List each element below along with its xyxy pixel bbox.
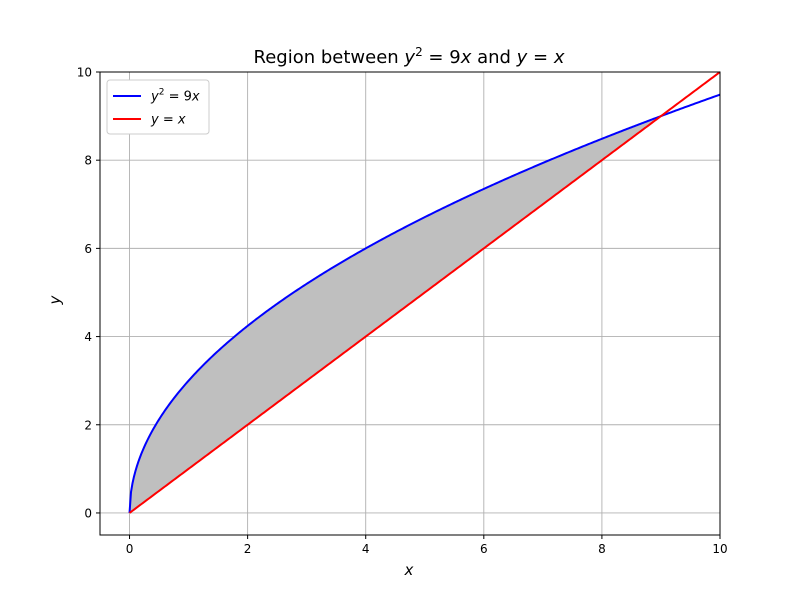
x-tick-label: 10	[712, 542, 727, 556]
legend: y2 = 9x y = x	[106, 79, 210, 135]
legend-label-parabola: y2 = 9x	[150, 88, 200, 105]
x-axis-label: x	[404, 561, 414, 579]
y-tick-label: 0	[84, 506, 92, 520]
x-tick-label: 4	[362, 542, 370, 556]
y-tick-label: 4	[84, 330, 92, 344]
x-tick-label: 8	[598, 542, 606, 556]
y-tick-label: 8	[84, 154, 92, 168]
x-axis-ticks: 0 2 4 6 8 10	[126, 535, 728, 556]
legend-label-line: y = x	[150, 113, 186, 128]
plot-frame	[99, 71, 721, 536]
y-tick-label: 2	[84, 418, 92, 432]
chart-title: Region between y2 = 9x and y = x	[254, 45, 565, 68]
parabola-curve	[128, 93, 721, 514]
legend-box	[106, 79, 210, 135]
series-layer	[128, 71, 721, 514]
y-tick-label: 6	[84, 242, 92, 256]
y-tick-label: 10	[77, 66, 92, 80]
line-curve	[128, 71, 721, 514]
x-tick-label: 0	[126, 542, 134, 556]
x-tick-label: 2	[244, 542, 252, 556]
x-tick-label: 6	[480, 542, 488, 556]
y-axis-label: y	[46, 294, 64, 305]
y-axis-ticks: 0 2 4 6 8 10	[77, 66, 100, 520]
